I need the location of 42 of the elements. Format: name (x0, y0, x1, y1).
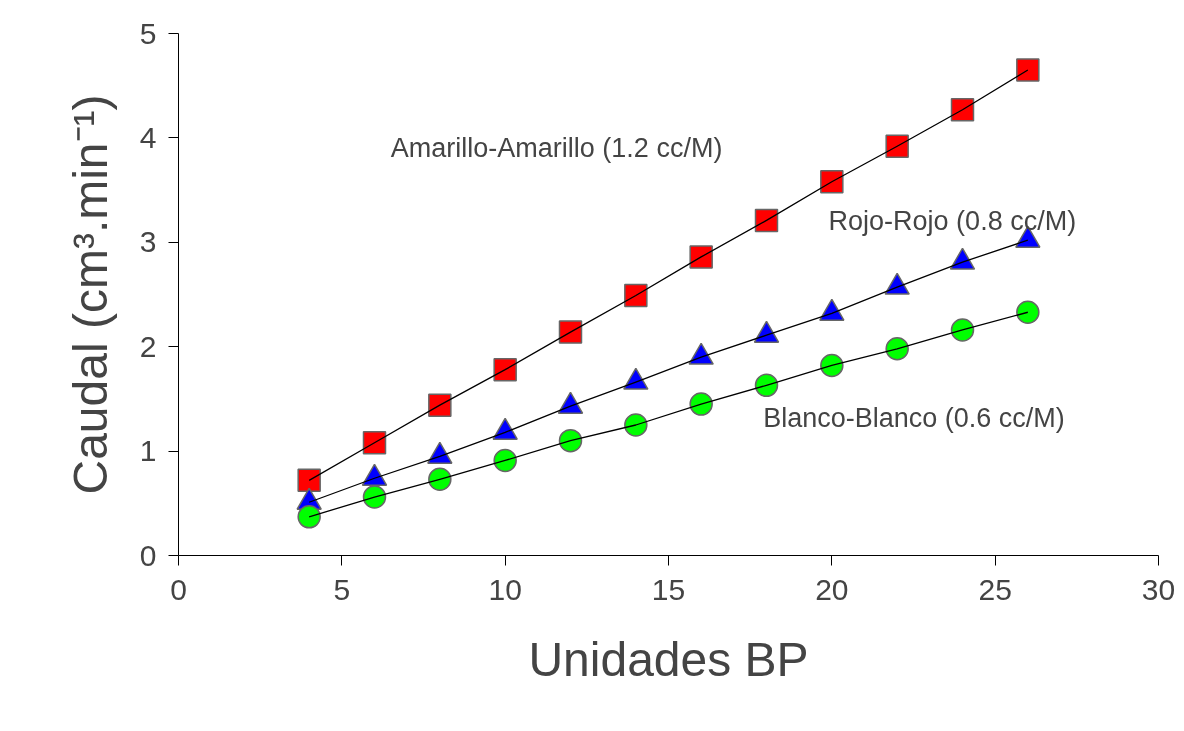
text: Amarillo-Amarillo (1.2 cc/M) (390, 133, 723, 164)
point (950, 97, 975, 122)
point (297, 505, 321, 529)
series-label: Rojo-Rojo (0.8 cc/M) (828, 206, 1077, 237)
point (885, 337, 909, 361)
point (754, 373, 779, 398)
point (362, 485, 387, 509)
point (950, 318, 975, 342)
point (885, 134, 909, 158)
point (428, 467, 452, 492)
y-tick-label: 0 (139, 538, 157, 572)
x-tick-label: 5 (333, 572, 351, 606)
y-tick-label: 5 (139, 16, 157, 50)
point (297, 468, 321, 493)
point (362, 431, 387, 455)
point (558, 428, 583, 453)
point (428, 393, 452, 417)
x-tick-label: 25 (978, 572, 1012, 606)
x-axis-title: Unidades BP (528, 632, 809, 686)
x-tick-label: 20 (815, 572, 849, 606)
point (558, 320, 583, 344)
y-tick-label: 4 (139, 120, 157, 154)
x-tick-label: 10 (488, 572, 522, 606)
point (624, 283, 648, 308)
point (689, 245, 713, 269)
series-label: Blanco-Blanco (0.6 cc/M) (763, 402, 1065, 433)
point (493, 448, 517, 473)
x-tick-label: 30 (1141, 572, 1176, 606)
point (1016, 300, 1040, 324)
y-axis-title: Caudal (cm³.min⁻¹) (63, 94, 117, 495)
y-tick-label: 2 (139, 329, 157, 363)
point (820, 170, 844, 194)
point (1016, 58, 1040, 82)
point (624, 413, 648, 437)
point (754, 208, 779, 233)
x-tick-label: 15 (651, 572, 686, 606)
point (820, 353, 844, 378)
point (493, 357, 517, 382)
y-tick-label: 3 (139, 225, 157, 259)
point (689, 392, 713, 416)
x-tick-label: 0 (170, 572, 187, 606)
y-tick-label: 1 (139, 434, 157, 468)
